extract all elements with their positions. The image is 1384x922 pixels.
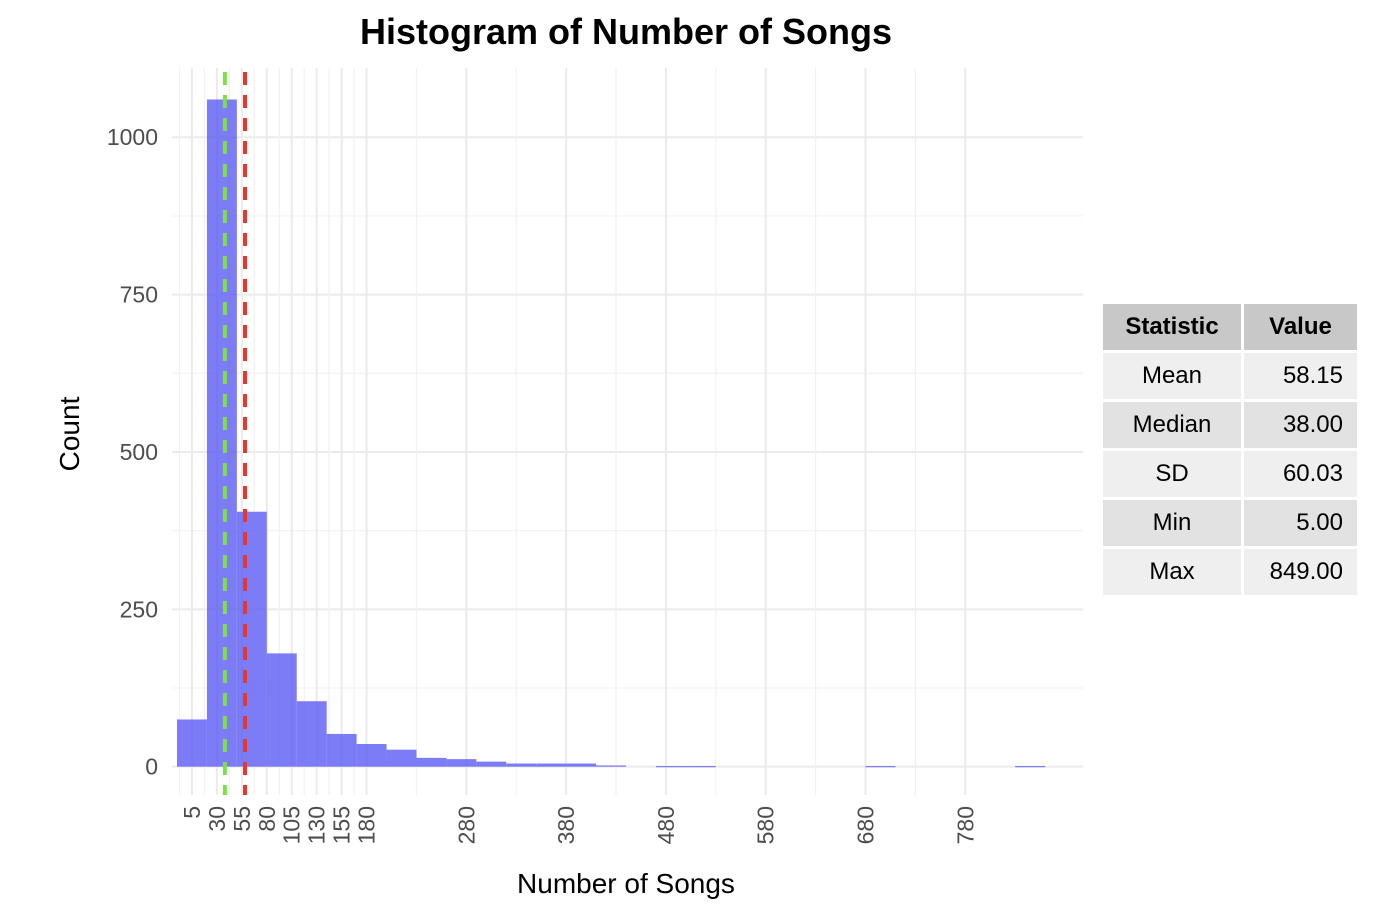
- histogram-bar: [566, 763, 597, 767]
- y-tick-label: 500: [120, 439, 158, 465]
- x-tick-label: 130: [304, 806, 330, 844]
- y-tick-label: 0: [145, 754, 158, 780]
- chart-title: Histogram of Number of Songs: [360, 11, 892, 52]
- y-axis-title: Count: [54, 396, 85, 471]
- histogram-bar: [236, 511, 267, 767]
- x-tick-label: 30: [204, 806, 230, 832]
- histogram-bar: [596, 765, 627, 767]
- histogram-bar: [326, 733, 357, 767]
- table-row: Min 5.00: [1103, 500, 1357, 546]
- histogram-bar: [655, 766, 686, 768]
- histogram-bar: [296, 701, 327, 767]
- x-tick-label: 480: [653, 806, 679, 844]
- reference-lines-layer: [222, 72, 247, 795]
- histogram-bar: [446, 759, 477, 767]
- x-tick-label: 380: [553, 806, 579, 844]
- x-tick-label: 155: [329, 806, 355, 844]
- histogram-bar: [386, 749, 417, 767]
- table-cell-value: 5.00: [1244, 500, 1357, 546]
- table-cell-value: 38.00: [1244, 402, 1357, 448]
- histogram-bar: [176, 719, 207, 767]
- y-tick-label: 1000: [107, 124, 158, 150]
- x-tick-label: 580: [753, 806, 779, 844]
- histogram-bar: [266, 653, 297, 767]
- table-cell-value: 60.03: [1244, 451, 1357, 497]
- histogram-bar: [536, 763, 567, 767]
- histogram-bar: [356, 744, 387, 767]
- table-cell-statistic: Max: [1103, 549, 1241, 595]
- table-cell-statistic: Min: [1103, 500, 1241, 546]
- table-row: Mean 58.15: [1103, 353, 1357, 399]
- x-tick-label: 680: [852, 806, 878, 844]
- grid-layer: [172, 68, 1083, 795]
- x-axis-title: Number of Songs: [517, 868, 735, 899]
- histogram-bar: [506, 763, 537, 767]
- table-cell-statistic: SD: [1103, 451, 1241, 497]
- y-tick-label: 750: [120, 282, 158, 308]
- table-cell-value: 58.15: [1244, 353, 1357, 399]
- x-tick-label: 5: [179, 806, 205, 819]
- histogram-bar: [416, 757, 447, 767]
- histogram-bar: [685, 766, 716, 768]
- y-tick-label: 250: [120, 596, 158, 622]
- table-header-value: Value: [1244, 304, 1357, 350]
- x-tick-label: 105: [279, 806, 305, 844]
- x-tick-label: 280: [453, 806, 479, 844]
- summary-statistics-table: Statistic Value Mean 58.15 Median 38.00 …: [1100, 301, 1360, 598]
- table-cell-value: 849.00: [1244, 549, 1357, 595]
- x-tick-label: 180: [354, 806, 380, 844]
- table-row: SD 60.03: [1103, 451, 1357, 497]
- table-header-statistic: Statistic: [1103, 304, 1241, 350]
- table-row: Max 849.00: [1103, 549, 1357, 595]
- x-tick-label: 780: [952, 806, 978, 844]
- table-row: Median 38.00: [1103, 402, 1357, 448]
- histogram-bar: [865, 766, 896, 768]
- table-cell-statistic: Mean: [1103, 353, 1241, 399]
- histogram-bar: [476, 761, 507, 767]
- histogram-bar: [206, 99, 237, 767]
- x-tick-label: 55: [229, 806, 255, 832]
- table-cell-statistic: Median: [1103, 402, 1241, 448]
- x-tick-label: 80: [254, 806, 280, 832]
- table-header-row: Statistic Value: [1103, 304, 1357, 350]
- bars-layer: [176, 99, 1046, 768]
- histogram-bar: [1015, 766, 1046, 768]
